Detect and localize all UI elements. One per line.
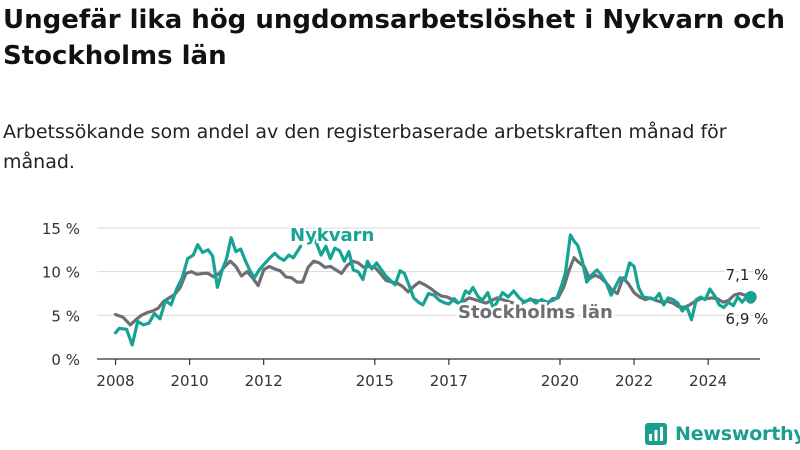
x-tick-label: 2017 bbox=[430, 372, 468, 390]
y-tick-label: 5 % bbox=[51, 307, 80, 325]
chart-title: Ungefär lika hög ungdomsarbetslöshet i N… bbox=[3, 5, 786, 71]
end-label-nykvarn: 7,1 % bbox=[726, 266, 769, 284]
x-tick-label: 2022 bbox=[615, 372, 653, 390]
series-line-nykvarn bbox=[113, 236, 303, 347]
x-tick-label: 2020 bbox=[541, 372, 579, 390]
chart-subtitle: Arbetssökande som andel av den registerb… bbox=[3, 121, 727, 173]
x-tick-label: 2024 bbox=[689, 372, 727, 390]
series-label-stockholms-lan: Stockholms län bbox=[458, 302, 613, 323]
y-tick-label: 10 % bbox=[42, 264, 80, 282]
newsworthy-logo-text: Newsworthy bbox=[675, 423, 800, 445]
x-tick-label: 2008 bbox=[96, 372, 134, 390]
x-tick-label: 2010 bbox=[171, 372, 209, 390]
y-tick-label: 0 % bbox=[51, 351, 80, 369]
newsworthy-logo-icon bbox=[645, 423, 667, 445]
series-label-nykvarn: Nykvarn bbox=[290, 225, 374, 246]
x-tick-label: 2015 bbox=[356, 372, 394, 390]
x-tick-label: 2012 bbox=[245, 372, 283, 390]
series-line-nykvarn-continued bbox=[310, 230, 753, 322]
endpoint-nykvarn bbox=[744, 290, 757, 303]
series-line-stockholms-lan bbox=[113, 256, 753, 327]
y-tick-label: 15 % bbox=[42, 220, 80, 238]
end-label-stockholms-lan: 6,9 % bbox=[726, 310, 769, 328]
newsworthy-logo: Newsworthy bbox=[645, 421, 800, 447]
